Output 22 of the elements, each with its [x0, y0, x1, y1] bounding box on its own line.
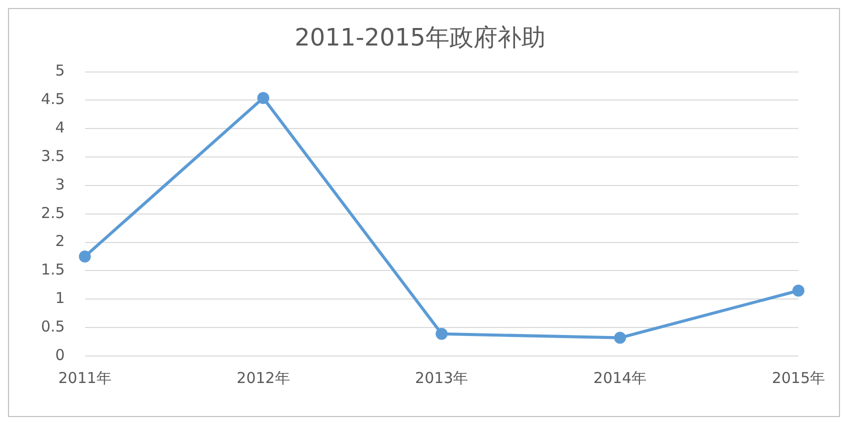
- x-tick-label: 2013年: [415, 368, 468, 387]
- y-tick-label: 1: [55, 289, 65, 308]
- x-tick-label: 2014年: [593, 368, 647, 387]
- y-tick-label: 3.5: [40, 146, 65, 165]
- x-tick-label: 2011年: [58, 368, 112, 387]
- y-tick-label: 4.5: [40, 90, 65, 108]
- y-tick-label: 5: [55, 62, 65, 80]
- x-tick-label: 2015年: [772, 368, 826, 387]
- point: [792, 284, 804, 297]
- point: [78, 250, 91, 263]
- point: [257, 92, 270, 104]
- y-tick-label: 4: [55, 118, 65, 137]
- x-tick-label: 2012年: [236, 368, 290, 387]
- y-tick-label: 2.5: [40, 204, 65, 222]
- y-tick-label: 3: [55, 175, 65, 194]
- y-tick-label: 0.5: [40, 317, 65, 336]
- y-tick-label: 0: [55, 346, 65, 364]
- point: [436, 328, 448, 340]
- y-tick-label: 1.5: [40, 260, 65, 279]
- point: [614, 332, 626, 344]
- y-tick-label: 2: [55, 232, 65, 250]
- chart-title: 2011-2015年政府补助: [294, 24, 546, 52]
